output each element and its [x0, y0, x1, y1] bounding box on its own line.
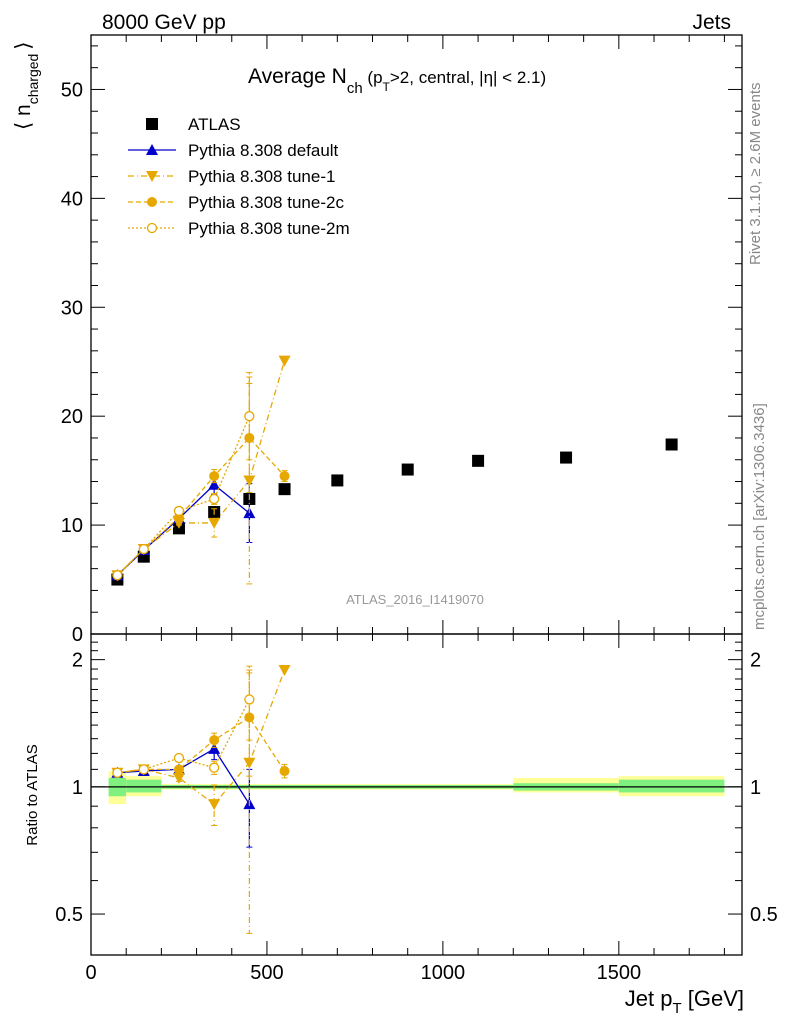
legend-label-tune2c: Pythia 8.308 tune-2c [188, 193, 344, 212]
legend-marker-tune2c [147, 197, 157, 207]
main-point-tune2m [209, 493, 220, 505]
ratio-point-tune1 [278, 665, 291, 677]
main-point-data [401, 463, 414, 476]
main-point-default [208, 478, 221, 490]
ratio-y-axis-label: Ratio to ATLAS [24, 744, 41, 845]
main-point-data [331, 474, 344, 487]
main-plot-title: Average Nch (pT>2, central, |η| < 2.1) [248, 65, 546, 97]
rivet-version-text: Rivet 3.1.10, ≥ 2.6M events [747, 83, 764, 266]
x-tick-label: 500 [250, 962, 283, 984]
main-y-tick-label: 0 [72, 624, 83, 646]
main-point-tune2m [112, 570, 123, 581]
ratio-line-tune2m [117, 699, 250, 774]
main-point-tune2m [173, 505, 185, 517]
main-point-tune2m [244, 411, 255, 422]
ratio-y-tick-label-right: 1 [750, 777, 761, 799]
ratio-point-tune2c [279, 766, 290, 777]
x-tick-label: 1500 [597, 962, 642, 984]
main-point-tune1 [278, 355, 291, 367]
main-point-data [278, 483, 291, 496]
main-point-tune2c [279, 471, 290, 482]
ratio-y-tick-label-left: 0.5 [55, 904, 83, 926]
ratio-series-tune2m [112, 665, 255, 778]
legend-label-tune1: Pythia 8.308 tune-1 [188, 167, 335, 186]
series-layer [111, 355, 678, 934]
ratio-point-tune2c [244, 712, 255, 723]
main-y-tick-label: 10 [61, 515, 83, 537]
main-series-data [111, 438, 678, 586]
ratio-point-tune2m [112, 767, 123, 778]
ratio-point-tune1 [172, 772, 185, 784]
x-tick-label: 1000 [421, 962, 466, 984]
ratio-point-tune2c [209, 735, 220, 746]
ratio-line-tune2c [117, 716, 286, 774]
ratio-data-bands [108, 771, 725, 805]
ratio-y-tick-label-right: 2 [750, 650, 761, 672]
main-series-tune1 [111, 355, 291, 585]
main-y-tick-label: 40 [61, 188, 83, 210]
x-tick-label: 0 [85, 962, 96, 984]
ratio-point-tune2m [173, 752, 185, 764]
main-point-data [665, 438, 678, 451]
legend-marker-data [146, 118, 158, 130]
ratio-y-tick-label-left: 1 [72, 777, 83, 799]
main-y-tick-label: 30 [61, 297, 83, 319]
ratio-point-default [208, 742, 221, 754]
main-point-data [472, 454, 485, 467]
legend-marker-tune1 [146, 171, 158, 182]
main-series-tune2m [112, 372, 255, 581]
mcplots-source-text: mcplots.cern.ch [arXiv:1306.3436] [751, 403, 768, 630]
ratio-plot-frame [90, 633, 743, 956]
header-right-label: Jets [692, 11, 731, 34]
legend-label-default: Pythia 8.308 default [188, 141, 339, 160]
main-line-tune2m [116, 415, 250, 576]
ratio-y-tick-label-right: 0.5 [750, 904, 778, 926]
main-y-tick-label: 50 [61, 79, 83, 101]
ratio-point-tune2m [244, 694, 255, 705]
main-point-tune2m [138, 543, 149, 555]
main-line-tune1 [116, 360, 286, 576]
ratio-y-tick-label-left: 2 [72, 650, 83, 672]
header-left-label: 8000 GeV pp [102, 11, 226, 34]
legend-marker-default [146, 144, 158, 155]
main-point-tune2c [209, 471, 220, 482]
main-point-tune1 [208, 517, 221, 529]
legend-marker-tune2m [146, 222, 158, 234]
ratio-point-tune2m [209, 762, 220, 773]
legend-label-data: ATLAS [188, 115, 241, 134]
legend: ATLAS Pythia 8.308 default Pythia 8.308 tu… [128, 115, 350, 238]
main-y-axis-label: ⟨ ncharged⟩ [12, 41, 41, 130]
ratio-series-tune1 [111, 665, 291, 934]
ratio-band-inner [618, 779, 725, 793]
legend-label-tune2m: Pythia 8.308 tune-2m [188, 219, 350, 238]
ratio-band-inner [126, 779, 162, 793]
main-point-data [560, 451, 573, 464]
x-axis-label: Jet pT [GeV] [625, 986, 744, 1017]
ratio-point-tune2c [173, 764, 184, 775]
main-y-tick-label: 20 [61, 406, 83, 428]
ratio-point-tune2m [138, 764, 149, 775]
analysis-watermark: ATLAS_2016_I1419070 [346, 592, 484, 607]
ratio-point-tune1 [208, 799, 221, 811]
